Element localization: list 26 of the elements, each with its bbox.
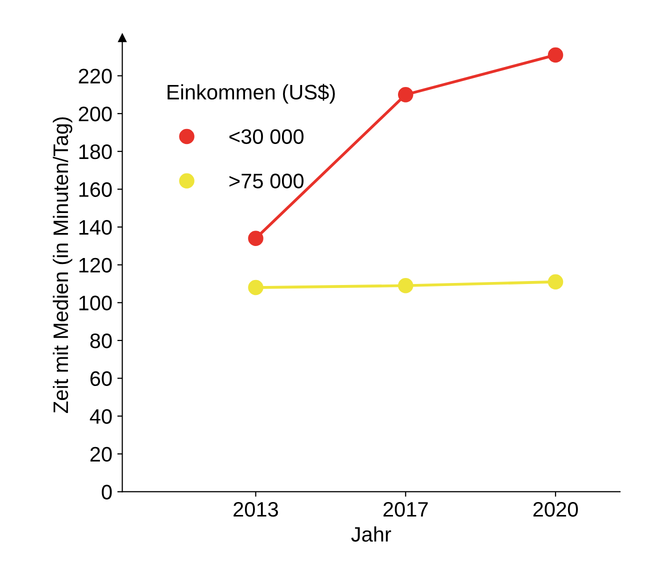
x-axis-title: Jahr	[351, 526, 392, 542]
y-tick-label: 120	[79, 258, 112, 273]
y-tick-label: 180	[79, 144, 112, 160]
y-tick-label: 0	[102, 484, 112, 500]
point	[548, 47, 564, 63]
legend-label: <30 000	[229, 129, 304, 144]
point	[248, 280, 264, 296]
y-tick-label: 100	[79, 296, 112, 310]
y-tick-label: 40	[90, 409, 112, 424]
y-tick-label: 20	[90, 446, 112, 462]
y-tick-label: 160	[79, 182, 112, 197]
legend-title: Einkommen (US$)	[168, 84, 335, 104]
x-tick-label: 2020	[533, 502, 578, 517]
point	[248, 230, 264, 246]
y-tick-label: 80	[90, 333, 112, 348]
x-tick-label: 2017	[384, 502, 428, 517]
point	[548, 274, 564, 290]
y-tick-label: 200	[78, 106, 112, 122]
y-axis-title: Zeit mit Medien (in Minuten/Tag)	[52, 117, 72, 413]
point	[398, 278, 414, 294]
y-tick-label: 220	[78, 68, 112, 84]
legend-label: >75 000	[229, 174, 304, 188]
point	[398, 87, 414, 102]
x-tick-label: 2013	[234, 502, 278, 517]
y-tick-label: 140	[79, 220, 112, 235]
y-tick-label: 60	[90, 371, 112, 386]
